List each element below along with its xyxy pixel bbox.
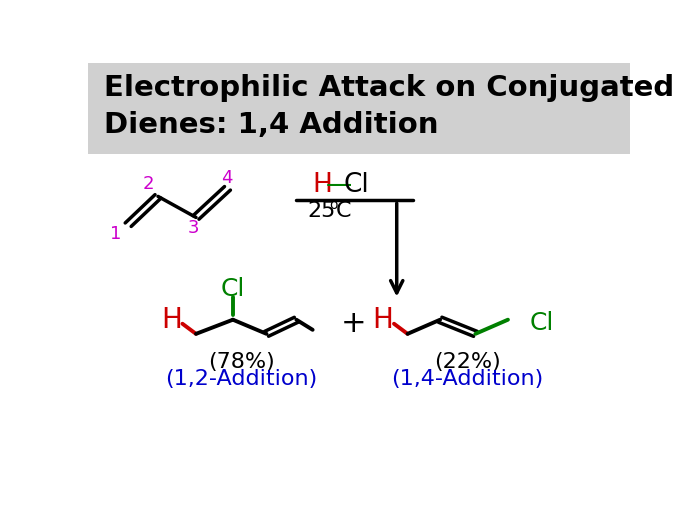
Text: (1,2-Addition): (1,2-Addition) [165,369,317,389]
Text: 25: 25 [307,201,335,220]
Text: C: C [335,201,351,220]
Text: (1,4-Addition): (1,4-Addition) [391,369,543,389]
Text: Cl: Cl [344,172,370,198]
Text: H: H [372,306,393,334]
Text: —: — [326,172,352,198]
Text: o: o [329,198,337,212]
Text: H: H [161,306,182,334]
FancyBboxPatch shape [88,63,630,154]
Text: (22%): (22%) [434,352,500,372]
Text: H: H [312,172,332,198]
Text: +: + [340,309,366,338]
Text: 2: 2 [143,175,154,193]
Text: Cl: Cl [530,310,554,334]
Text: 3: 3 [188,219,199,237]
Text: Electrophilic Attack on Conjugated
Dienes: 1,4 Addition: Electrophilic Attack on Conjugated Diene… [104,74,674,139]
Text: (78%): (78%) [208,352,274,372]
Text: 1: 1 [110,225,121,243]
Text: 4: 4 [220,169,232,187]
Text: Cl: Cl [220,277,245,301]
